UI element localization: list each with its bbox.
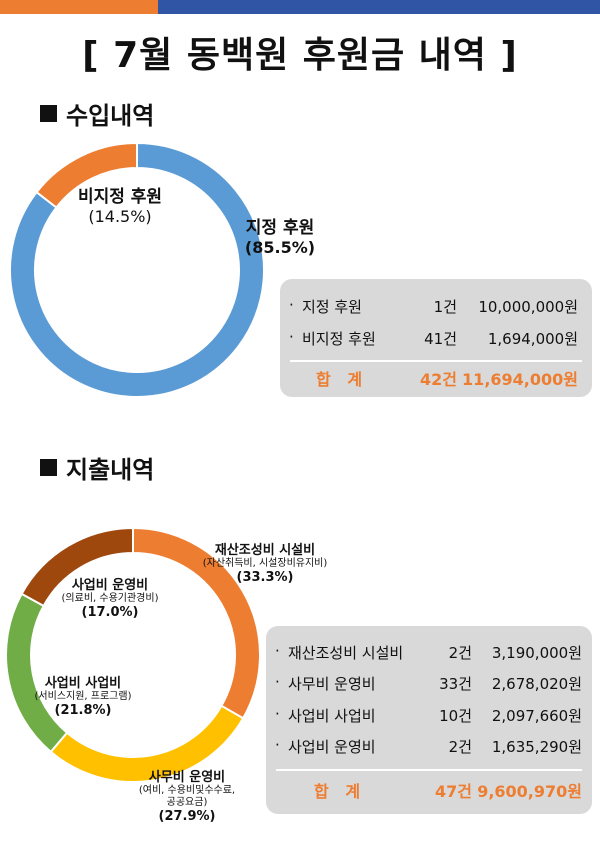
expense-row: · 사업비 사업비 10건 2,097,660원 [266,705,592,731]
page-title: [ 7월 동백원 후원금 내역 ] [82,35,518,76]
row-amount: 3,190,000원 [491,644,582,662]
square-bullet-icon [40,105,57,122]
expense-label-facility: 재산조성비 시설비 (자산취득비, 시설장비유지비) (33.3%) [170,539,360,585]
row-count: 2건 [448,644,472,662]
row-amount: 2,678,020원 [491,675,582,693]
expense-heading: 지출내역 [40,450,154,485]
expense-label-office-sub: (여비, 수용비및수수료, [138,785,236,796]
row-count: 1건 [433,298,457,316]
expense-label-project-sub: (서비스지원, 프로그램) [34,691,132,702]
expense-label-project: 사업비 사업비 (서비스지원, 프로그램) (21.8%) [8,672,158,718]
row-amount: 10,000,000원 [478,298,578,316]
total-count: 47건 [435,782,472,801]
expense-total-row: 합 계 47건 9,600,970원 [266,778,592,804]
expense-label-facility-sub: (자산취득비, 시설장비유지비) [202,558,328,569]
row-amount: 2,097,660원 [491,707,582,725]
expense-label-project-ops: 사업비 운영비 (의료비, 수용기관경비) (17.0%) [30,574,190,620]
expense-label-office: 사무비 운영비 (여비, 수용비및수수료, 공공요금) (27.9%) [112,766,262,824]
total-label: 합 계 [316,370,363,389]
row-bullet: · [275,736,280,754]
income-label-designated: 지정 후원 (85.5%) [225,213,335,257]
income-slice-2 [35,141,138,209]
row-bullet: · [275,642,280,660]
header-accent-blue [158,0,600,14]
expense-row: · 사무비 운영비 33건 2,678,020원 [266,673,592,699]
row-count: 33건 [439,675,472,693]
expense-label-office-name: 사무비 운영비 [148,770,226,785]
row-name: 사업비 운영비 [288,738,376,756]
income-row: · 지정 후원 1건 10,000,000원 [280,296,592,322]
expense-label-facility-name: 재산조성비 시설비 [214,543,316,558]
row-bullet: · [275,673,280,691]
total-amount: 11,694,000원 [462,370,578,389]
row-name: 사무비 운영비 [288,675,376,693]
total-label: 합 계 [314,782,361,801]
expense-label-office-sub2: 공공요금) [166,797,208,808]
row-bullet: · [289,296,294,314]
expense-label-facility-pct: (33.3%) [236,570,294,585]
expense-label-project-ops-sub: (의료비, 수용기관경비) [61,593,159,604]
total-amount: 9,600,970원 [477,782,582,801]
total-count: 42건 [420,370,457,389]
expense-slice-4 [20,526,134,608]
row-amount: 1,635,290원 [491,738,582,756]
income-label-designated-name: 지정 후원 [245,218,315,238]
row-name: 지정 후원 [302,298,362,316]
expense-row: · 재산조성비 시설비 2건 3,190,000원 [266,642,592,668]
income-total-row: 합 계 42건 11,694,000원 [280,366,592,392]
income-label-undesignated-name: 비지정 후원 [77,187,163,207]
row-name: 비지정 후원 [302,330,376,348]
income-label-designated-pct: (85.5%) [244,238,316,257]
row-count: 2건 [448,738,472,756]
expense-divider [276,769,582,771]
expense-summary-box: · 재산조성비 시설비 2건 3,190,000원 · 사무비 운영비 33건 … [266,626,592,814]
row-bullet: · [289,328,294,346]
expense-label-project-pct: (21.8%) [54,703,112,718]
income-heading-text: 수입내역 [66,102,155,130]
square-bullet-icon [40,459,57,476]
row-count: 41건 [424,330,457,348]
income-label-undesignated: 비지정 후원 (14.5%) [55,182,185,226]
income-heading: 수입내역 [40,96,154,131]
expense-heading-text: 지출내역 [66,456,155,484]
income-divider [290,360,582,362]
header-accent-orange [0,0,158,14]
income-slice-1 [9,141,265,398]
expense-label-project-ops-pct: (17.0%) [81,605,139,620]
expense-row: · 사업비 운영비 2건 1,635,290원 [266,736,592,762]
row-count: 10건 [439,707,472,725]
income-summary-box: · 지정 후원 1건 10,000,000원 · 비지정 후원 41건 1,69… [280,279,592,397]
expense-label-project-ops-name: 사업비 운영비 [71,578,149,593]
expense-label-project-name: 사업비 사업비 [44,676,122,691]
income-row: · 비지정 후원 41건 1,694,000원 [280,328,592,354]
row-bullet: · [275,705,280,723]
row-amount: 1,694,000원 [487,330,578,348]
row-name: 재산조성비 시설비 [288,644,404,662]
expense-label-office-pct: (27.9%) [158,809,216,824]
row-name: 사업비 사업비 [288,707,376,725]
income-label-undesignated-pct: (14.5%) [88,207,152,226]
